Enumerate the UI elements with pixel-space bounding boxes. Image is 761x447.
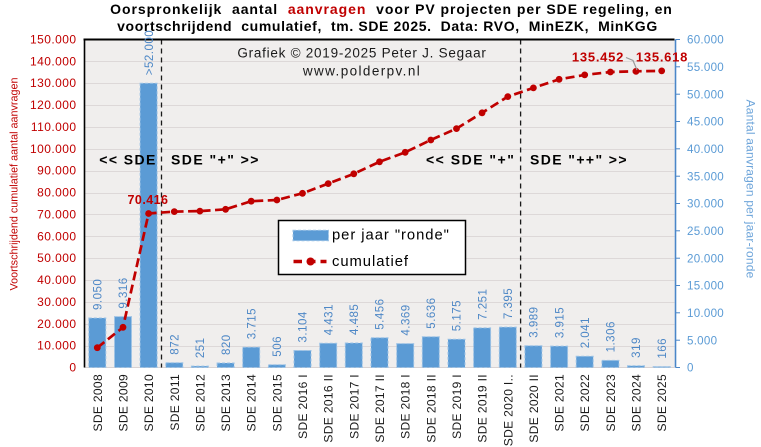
- svg-text:4.431: 4.431: [323, 304, 335, 335]
- svg-text:319: 319: [631, 337, 643, 358]
- svg-text:0: 0: [687, 362, 694, 375]
- svg-text:35.000: 35.000: [687, 170, 724, 183]
- svg-text:SDE 2017 II: SDE 2017 II: [373, 374, 387, 443]
- svg-text:SDE 2016 II: SDE 2016 II: [322, 374, 336, 443]
- svg-text:135.452: 135.452: [572, 50, 624, 65]
- svg-text:SDE 2020 I..: SDE 2020 I..: [501, 374, 515, 446]
- svg-text:40.000: 40.000: [37, 273, 76, 287]
- svg-text:251: 251: [195, 337, 207, 358]
- svg-text:SDE 2020 II: SDE 2020 II: [527, 374, 541, 443]
- svg-text:60.000: 60.000: [37, 229, 76, 243]
- svg-text:25.000: 25.000: [687, 225, 724, 238]
- svg-text:3.715: 3.715: [246, 308, 258, 339]
- svg-text:Aantal aanvragen per jaar-rond: Aantal aanvragen per jaar-ronde: [744, 100, 758, 279]
- svg-text:140.000: 140.000: [30, 54, 77, 68]
- svg-text:SDE 2018 I: SDE 2018 I: [399, 374, 413, 439]
- svg-text:SDE 2019 II: SDE 2019 II: [476, 374, 490, 443]
- svg-text:15.000: 15.000: [687, 280, 724, 293]
- svg-text:70.000: 70.000: [37, 207, 76, 221]
- svg-text:20.000: 20.000: [687, 252, 724, 265]
- svg-text:150.000: 150.000: [30, 33, 77, 47]
- svg-text:166: 166: [657, 338, 669, 359]
- svg-text:30.000: 30.000: [687, 198, 724, 211]
- svg-text:7.251: 7.251: [477, 289, 489, 320]
- svg-text:10.000: 10.000: [37, 339, 76, 353]
- svg-text:130.000: 130.000: [30, 76, 77, 90]
- svg-text:1.306: 1.306: [606, 321, 618, 352]
- svg-text:cumulatief: cumulatief: [332, 254, 409, 270]
- svg-text:5.636: 5.636: [426, 297, 438, 328]
- svg-text:Voortschrijdend cumulatief aan: Voortschrijdend cumulatief aantal aanvra…: [9, 77, 21, 290]
- svg-text:SDE 2012: SDE 2012: [193, 374, 207, 432]
- svg-text:872: 872: [170, 334, 182, 355]
- svg-text:SDE "+" >>: SDE "+" >>: [171, 152, 260, 168]
- svg-text:5.175: 5.175: [452, 300, 464, 331]
- svg-text:3.104: 3.104: [298, 311, 310, 342]
- svg-text:<< SDE: << SDE: [99, 152, 156, 168]
- svg-text:60.000: 60.000: [687, 34, 724, 47]
- svg-text:per jaar "ronde": per jaar "ronde": [332, 227, 450, 243]
- svg-text:<< SDE "+": << SDE "+": [426, 152, 515, 168]
- svg-text:45.000: 45.000: [687, 116, 724, 129]
- svg-text:10.000: 10.000: [687, 307, 724, 320]
- svg-text:SDE 2017 I: SDE 2017 I: [347, 374, 361, 439]
- svg-text:SDE 2010: SDE 2010: [142, 374, 156, 432]
- svg-text:SDE 2016 I: SDE 2016 I: [296, 374, 310, 439]
- svg-text:SDE "++" >>: SDE "++" >>: [530, 152, 628, 168]
- svg-text:80.000: 80.000: [37, 186, 76, 200]
- svg-text:50.000: 50.000: [37, 251, 76, 265]
- svg-text:3.989: 3.989: [529, 306, 541, 337]
- svg-text:820: 820: [221, 334, 233, 355]
- svg-text:5.456: 5.456: [375, 298, 387, 329]
- svg-text:SDE 2009: SDE 2009: [117, 374, 131, 432]
- svg-text:SDE 2023: SDE 2023: [604, 374, 618, 432]
- svg-text:70.416: 70.416: [128, 193, 169, 207]
- svg-text:>52.000: >52.000: [144, 30, 156, 75]
- svg-text:Grafiek © 2019-2025 Peter: Grafiek © 2019-2025 Peter J. Segaar: [237, 46, 486, 61]
- svg-text:SDE 2014: SDE 2014: [245, 374, 259, 432]
- svg-text:100.000: 100.000: [30, 142, 77, 156]
- svg-text:5.000: 5.000: [687, 334, 717, 347]
- svg-text:110.000: 110.000: [31, 120, 77, 134]
- svg-text:40.000: 40.000: [687, 143, 724, 156]
- svg-text:50.000: 50.000: [687, 88, 724, 101]
- svg-text:SDE 2019 I: SDE 2019 I: [450, 374, 464, 439]
- svg-text:www.polderpv.nl: www.polderpv.nl: [302, 64, 421, 79]
- svg-text:0: 0: [69, 361, 76, 375]
- svg-text:30.000: 30.000: [37, 295, 76, 309]
- svg-text:120.000: 120.000: [30, 98, 77, 112]
- svg-text:9.316: 9.316: [118, 277, 130, 308]
- svg-text:SDE 2018 II: SDE 2018 II: [424, 374, 438, 443]
- svg-text:2.041: 2.041: [580, 317, 592, 348]
- svg-text:SDE 2025: SDE 2025: [655, 374, 669, 432]
- svg-text:506: 506: [272, 336, 284, 357]
- svg-text:4.485: 4.485: [349, 304, 361, 335]
- svg-text:SDE 2011: SDE 2011: [168, 374, 182, 431]
- svg-text:90.000: 90.000: [37, 164, 76, 178]
- svg-text:SDE 2015: SDE 2015: [270, 374, 284, 432]
- svg-text:SDE 2013: SDE 2013: [219, 374, 233, 432]
- svg-text:20.000: 20.000: [37, 317, 76, 331]
- svg-text:SDE 2022: SDE 2022: [578, 374, 592, 432]
- svg-text:4.369: 4.369: [400, 304, 412, 335]
- svg-text:135.618: 135.618: [636, 50, 688, 65]
- svg-text:SDE 2008: SDE 2008: [91, 374, 105, 432]
- svg-text:SDE 2021: SDE 2021: [553, 374, 567, 432]
- svg-text:SDE 2024: SDE 2024: [630, 374, 644, 432]
- svg-text:55.000: 55.000: [687, 61, 724, 74]
- svg-text:3.915: 3.915: [554, 307, 566, 338]
- svg-text:7.395: 7.395: [503, 288, 515, 319]
- svg-text:9.050: 9.050: [93, 279, 105, 310]
